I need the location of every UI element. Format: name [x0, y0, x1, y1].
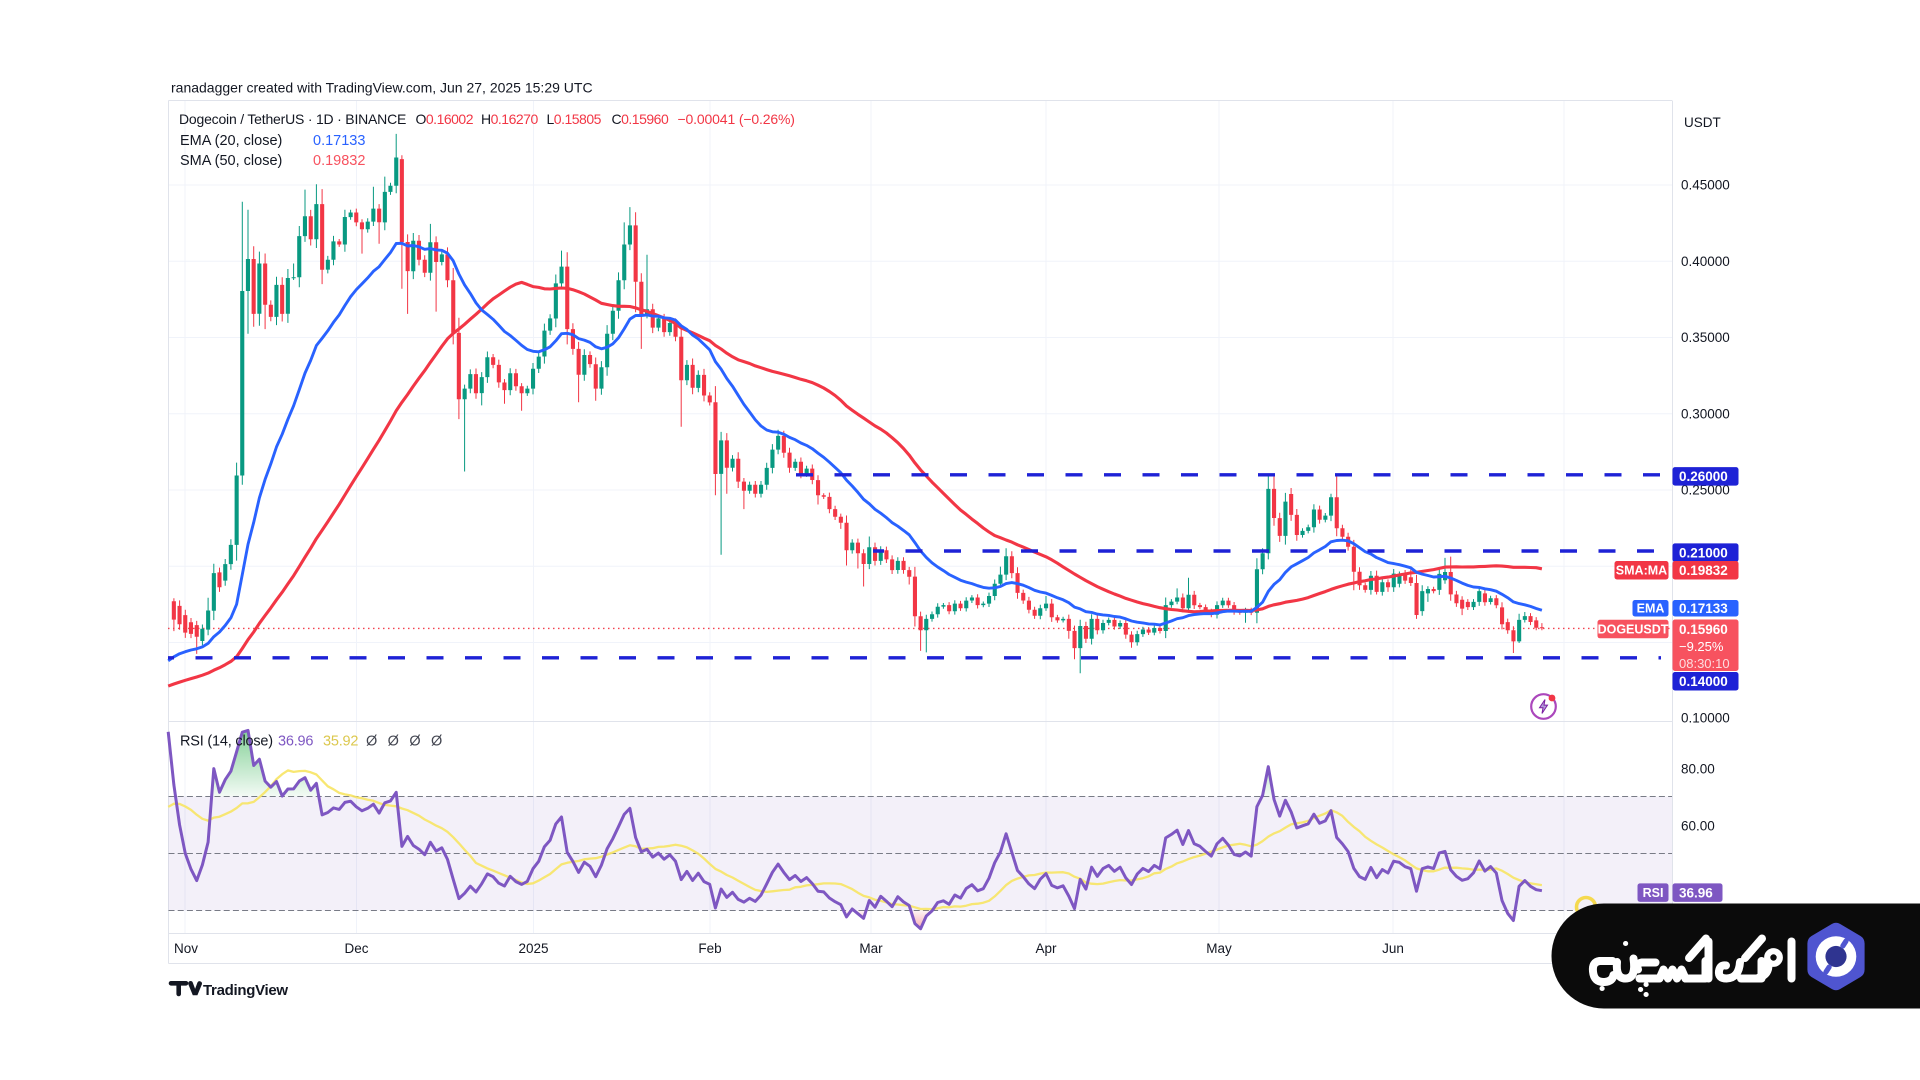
svg-text:ranadagger created with Tradin: ranadagger created with TradingView.com,… — [171, 80, 593, 96]
svg-text:H0.16270: H0.16270 — [481, 111, 538, 127]
svg-text:08:30:10: 08:30:10 — [1679, 656, 1730, 671]
svg-text:EMA: EMA — [1637, 602, 1665, 616]
svg-text:L0.15805: L0.15805 — [547, 111, 602, 127]
svg-text:0.21000: 0.21000 — [1679, 545, 1728, 560]
svg-text:Nov: Nov — [174, 941, 198, 956]
svg-text:TradingView: TradingView — [203, 982, 288, 999]
svg-text:Jun: Jun — [1382, 941, 1404, 956]
svg-text:−9.25%: −9.25% — [1679, 639, 1724, 654]
svg-text:0.35000: 0.35000 — [1681, 330, 1730, 345]
svg-text:EMA (20, close)0.17133: EMA (20, close) 0.17133 — [180, 133, 365, 149]
svg-text:SMA (50, close)0.19832: SMA (50, close) 0.19832 — [180, 153, 365, 169]
svg-text:0.10000: 0.10000 — [1681, 711, 1730, 726]
svg-text:0.40000: 0.40000 — [1681, 254, 1730, 269]
svg-text:0.45000: 0.45000 — [1681, 178, 1730, 193]
svg-text:80.00: 80.00 — [1681, 762, 1715, 777]
svg-text:RSI: RSI — [1643, 886, 1664, 900]
svg-text:Mar: Mar — [859, 941, 883, 956]
svg-text:−0.00041 (−0.26%): −0.00041 (−0.26%) — [678, 111, 795, 127]
svg-text:0.26000: 0.26000 — [1679, 469, 1728, 484]
svg-text:Feb: Feb — [698, 941, 721, 956]
svg-text:0.30000: 0.30000 — [1681, 406, 1730, 421]
svg-text:C0.15960: C0.15960 — [612, 111, 669, 127]
svg-text:60.00: 60.00 — [1681, 819, 1715, 834]
svg-text:0.14000: 0.14000 — [1679, 674, 1728, 689]
svg-text:0.15960: 0.15960 — [1679, 622, 1728, 637]
svg-text:Apr: Apr — [1035, 941, 1057, 956]
svg-text:Dec: Dec — [344, 941, 368, 956]
svg-text:0.25000: 0.25000 — [1681, 483, 1730, 498]
svg-text:DOGEUSDT: DOGEUSDT — [1598, 622, 1669, 636]
svg-text:May: May — [1206, 941, 1232, 956]
svg-text:Dogecoin / TetherUS · 1D · BIN: Dogecoin / TetherUS · 1D · BINANCE — [179, 111, 406, 127]
svg-text:SMA:MA: SMA:MA — [1616, 564, 1667, 578]
svg-text:USDT: USDT — [1684, 115, 1721, 130]
svg-text:0.17133: 0.17133 — [1679, 601, 1728, 616]
svg-text:36.96: 36.96 — [1679, 885, 1713, 900]
svg-text:O0.16002: O0.16002 — [416, 111, 474, 127]
svg-text:2025: 2025 — [518, 941, 548, 956]
svg-text:0.19832: 0.19832 — [1679, 563, 1728, 578]
